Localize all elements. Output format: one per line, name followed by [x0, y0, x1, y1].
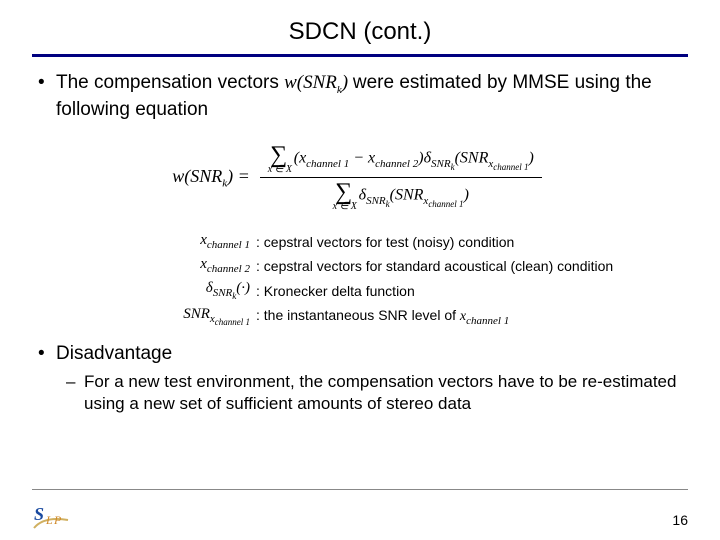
legend-row-xchannel2: xchannel 2 : cepstral vectors for standa… — [182, 256, 688, 275]
bullet-compensation: • The compensation vectors w(SNRk) were … — [38, 71, 688, 121]
legend: xchannel 1 : cepstral vectors for test (… — [182, 232, 688, 327]
title-rule — [32, 54, 688, 57]
equation-fraction: ∑ x ∈ X (xchannel 1 − xchannel 2)δSNRk(S… — [260, 141, 542, 214]
legend-text: : the instantaneous SNR level of xchanne… — [256, 307, 509, 327]
legend-symbol: xchannel 2 — [182, 256, 256, 275]
disadvantage-label: Disadvantage — [56, 342, 688, 366]
equation-denominator: ∑ x ∈ X δSNRk(SNRxchannel 1) — [260, 178, 542, 214]
equation-numerator: ∑ x ∈ X (xchannel 1 − xchannel 2)δSNRk(S… — [260, 141, 542, 178]
legend-symbol: SNRxchannel 1 — [182, 306, 256, 327]
sigma-icon: ∑ x ∈ X — [268, 143, 290, 175]
slp-logo-icon: S L P — [32, 502, 72, 532]
bullet-dot: • — [38, 342, 56, 366]
bullet-dot: • — [38, 71, 56, 121]
bullet1-pre: The compensation vectors — [56, 72, 284, 93]
page-number: 16 — [672, 512, 688, 528]
svg-text:L: L — [45, 513, 53, 527]
legend-text: : cepstral vectors for standard acoustic… — [256, 258, 613, 274]
legend-text: : Kronecker delta function — [256, 283, 415, 299]
legend-row-delta: δSNRk(·) : Kronecker delta function — [182, 280, 688, 301]
disadvantage-text: For a new test environment, the compensa… — [84, 371, 688, 414]
inline-formula-w-snr: w(SNRk) — [284, 72, 353, 93]
legend-symbol: δSNRk(·) — [182, 280, 256, 301]
sigma-icon: ∑ x ∈ X — [333, 180, 355, 212]
slide-title: SDCN (cont.) — [32, 18, 688, 46]
slide: SDCN (cont.) • The compensation vectors … — [0, 0, 720, 540]
disadvantage-item: – For a new test environment, the compen… — [66, 371, 688, 414]
footer-rule — [32, 489, 688, 490]
legend-symbol: xchannel 1 — [182, 232, 256, 251]
legend-row-xchannel1: xchannel 1 : cepstral vectors for test (… — [182, 232, 688, 251]
bullet-dash: – — [66, 371, 84, 414]
legend-text: : cepstral vectors for test (noisy) cond… — [256, 234, 514, 250]
legend-row-snr: SNRxchannel 1 : the instantaneous SNR le… — [182, 306, 688, 327]
svg-text:P: P — [53, 513, 62, 527]
bullet-text: The compensation vectors w(SNRk) were es… — [56, 71, 688, 121]
equation-lhs: w(SNRk) = — [172, 166, 250, 190]
main-equation: w(SNRk) = ∑ x ∈ X (xchannel 1 − xchannel… — [32, 141, 688, 214]
bullet-disadvantage: • Disadvantage — [38, 342, 688, 366]
svg-text:S: S — [34, 504, 44, 524]
